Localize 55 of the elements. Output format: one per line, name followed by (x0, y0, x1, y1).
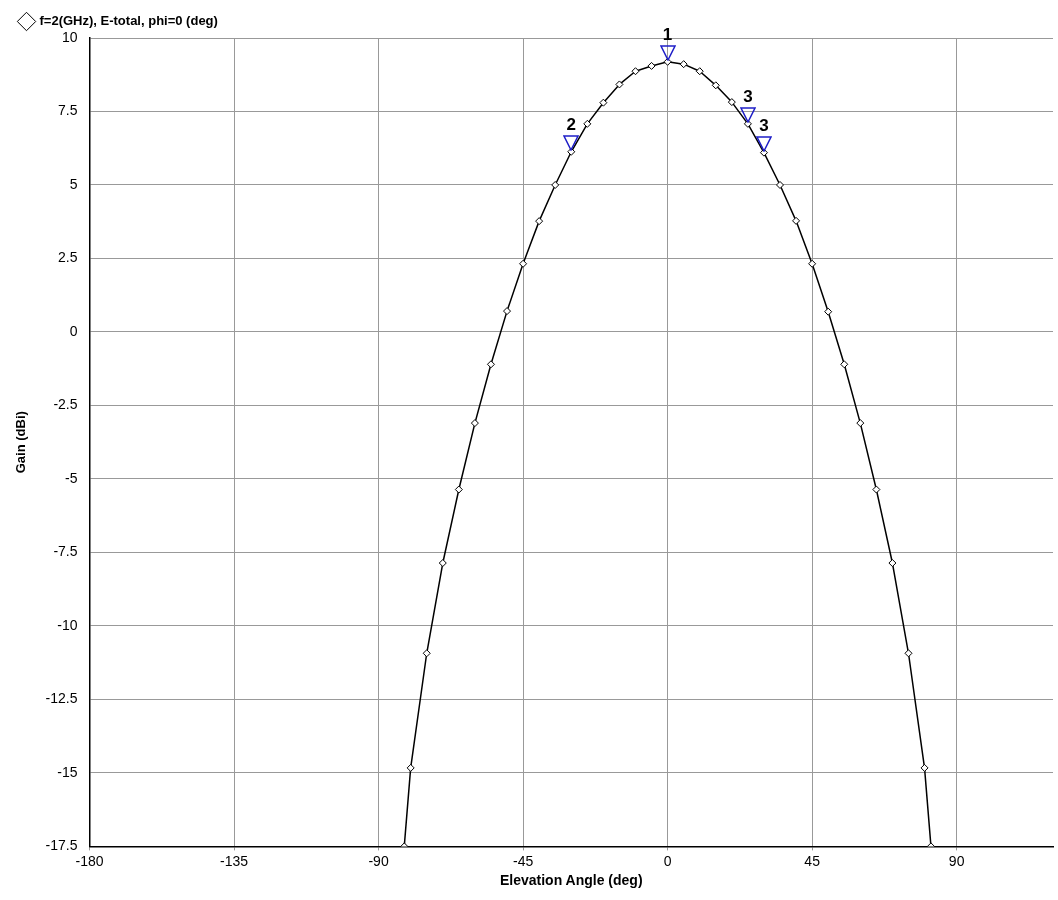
annotation: 2 (566, 114, 576, 134)
y-tick-label: -15 (57, 763, 78, 780)
point (776, 180, 785, 189)
point (551, 180, 560, 189)
y-tick-label: -10 (57, 616, 78, 633)
y-axis-title: Gain (dBi) (13, 411, 29, 474)
x-tick-label: 0 (663, 852, 672, 869)
point (583, 119, 592, 128)
point (711, 81, 720, 90)
annotation: 3 (759, 115, 769, 135)
point (904, 649, 913, 658)
point (679, 60, 688, 69)
y-tick-label: 2.5 (58, 249, 78, 266)
legend-label: f=2(GHz), E-total, phi=0 (deg) (39, 13, 218, 29)
point (438, 559, 447, 568)
point (615, 80, 624, 89)
point (470, 419, 479, 428)
y-tick-label: -7.5 (53, 543, 78, 560)
x-tick-label: 45 (804, 852, 821, 869)
point (872, 485, 881, 494)
point (631, 67, 640, 76)
y-tick-label: -2.5 (53, 396, 78, 413)
y-tick-label: -12.5 (45, 690, 78, 707)
point (792, 216, 801, 225)
annotation: 3 (743, 87, 753, 107)
annotation: 1 (662, 25, 673, 44)
y-tick-label: 10 (61, 28, 78, 45)
x-tick-label: -135 (220, 852, 249, 869)
point (727, 98, 736, 107)
point (808, 259, 817, 268)
point (840, 360, 849, 369)
point (422, 649, 431, 658)
point (920, 763, 929, 772)
point (599, 98, 608, 107)
x-tick-label: -45 (512, 852, 534, 869)
y-tick-label: -17.5 (45, 837, 78, 854)
y-tick-label: 7.5 (58, 102, 78, 119)
x-tick-label: -90 (368, 852, 389, 869)
y-tick-label: -5 (65, 469, 78, 486)
point (486, 360, 495, 369)
point (888, 559, 897, 568)
point (406, 763, 415, 772)
point (503, 307, 512, 316)
x-tick-label: 90 (948, 852, 965, 869)
point (695, 67, 704, 76)
point (535, 217, 544, 226)
point (824, 307, 833, 316)
point (856, 419, 865, 428)
x-axis-title: Elevation Angle (deg) (499, 872, 643, 889)
point (647, 61, 656, 70)
x-tick-label: -180 (75, 852, 104, 869)
y-tick-label: 5 (69, 175, 78, 192)
point (454, 485, 463, 494)
point (519, 259, 528, 268)
y-tick-label: 0 (69, 322, 78, 339)
